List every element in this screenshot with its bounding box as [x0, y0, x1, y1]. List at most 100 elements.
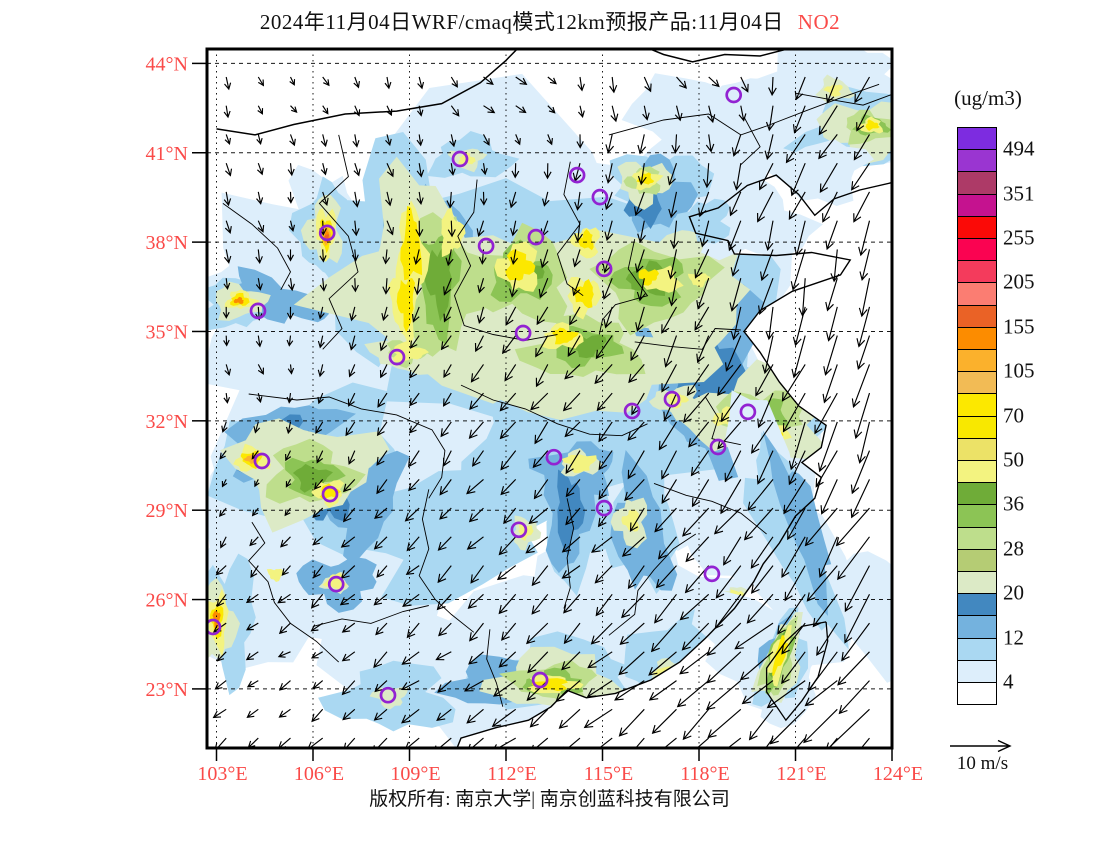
concentration-contour: [751, 139, 874, 206]
wind-arrow-icon: [713, 507, 742, 535]
wind-arrow-icon: [466, 478, 484, 495]
legend-color-box: [957, 548, 997, 572]
wind-arrow-icon: [379, 364, 388, 379]
concentration-contour: [621, 73, 787, 185]
wind-arrow-icon: [313, 479, 324, 490]
wind-arrow-icon: [216, 593, 227, 608]
wind-arrow-icon: [826, 306, 838, 342]
wind-arrow-icon: [322, 76, 330, 87]
wind-arrow-icon: [730, 249, 742, 277]
wind-arrow-icon: [408, 479, 420, 492]
wind-arrow-icon: [413, 249, 422, 265]
wind-arrow-icon: [766, 680, 806, 709]
legend-color-box: [957, 460, 997, 484]
wind-arrow-icon: [743, 507, 774, 541]
wind-arrow-icon: [317, 306, 325, 320]
wind-arrow-icon: [225, 163, 233, 177]
wind-arrow-icon: [760, 249, 774, 282]
wind-arrow-icon: [758, 162, 774, 191]
wind-arrow-icon: [505, 306, 517, 326]
wind-arrow-icon: [756, 450, 774, 485]
province-border: [795, 92, 892, 106]
wind-arrow-icon: [287, 364, 295, 375]
wind-arrow-icon: [781, 536, 806, 579]
legend-color-box: [957, 504, 997, 528]
wind-arrow-icon: [215, 565, 227, 576]
wind-arrow-icon: [676, 680, 710, 708]
wind-arrow-icon: [315, 421, 324, 435]
wind-arrow-icon: [411, 306, 420, 323]
wind-arrow-icon: [602, 277, 613, 300]
wind-arrow-icon: [468, 651, 484, 665]
wind-arrow-icon: [353, 163, 361, 177]
wind-arrow-icon: [340, 536, 356, 548]
wind-arrow-icon: [788, 421, 806, 471]
wind-arrow-icon: [313, 565, 324, 579]
wind-arrow-icon: [499, 421, 517, 440]
wind-arrow-icon: [543, 163, 552, 180]
wind-arrow-icon: [830, 249, 840, 283]
city-marker: [739, 403, 757, 421]
wind-arrow-icon: [565, 507, 581, 526]
wind-arrow-icon: [643, 76, 652, 93]
wind-arrow-icon: [604, 191, 613, 211]
wind-arrow-icon: [339, 593, 356, 606]
wind-arrow-icon: [443, 306, 452, 323]
wind-arrow-icon: [619, 622, 645, 645]
wind-arrow-icon: [562, 737, 581, 748]
lon-axis-label: 115°E: [584, 763, 633, 785]
wind-arrow-icon: [386, 105, 393, 117]
wind-arrow-icon: [602, 249, 613, 274]
wind-arrow-icon: [310, 593, 324, 609]
wind-arrow-icon: [614, 680, 645, 701]
wind-arrow-icon: [436, 708, 452, 722]
wind-arrow-icon: [781, 364, 806, 402]
wind-arrow-icon: [642, 105, 650, 121]
wind-arrow-icon: [386, 162, 394, 178]
wind-arrow-icon: [746, 593, 774, 624]
legend-tick-label: 494: [1003, 136, 1035, 161]
legend-tick-label: 205: [1003, 269, 1035, 294]
wind-arrow-icon: [467, 593, 484, 610]
wind-arrow-icon: [440, 421, 452, 438]
wind-arrow-icon: [851, 162, 870, 191]
wind-arrow-icon: [762, 335, 774, 375]
wind-arrow-icon: [347, 450, 356, 465]
legend-tick-label: 70: [1003, 403, 1024, 428]
geography-borders: [216, 49, 892, 748]
city-marker: [318, 224, 336, 242]
wind-arrow-icon: [561, 651, 581, 671]
wind-arrow-icon: [661, 450, 678, 480]
legend-color-box: [957, 637, 997, 661]
wind-arrow-icon: [757, 191, 774, 223]
lon-axis-label: 121°E: [776, 763, 826, 785]
country-border: [216, 49, 519, 136]
wind-arrow-icon: [803, 708, 838, 744]
wind-arrow-icon: [437, 536, 452, 551]
wind-arrow-icon: [634, 191, 645, 217]
legend-color-box: [957, 238, 997, 262]
lat-axis-label: 38°N: [146, 232, 188, 254]
wind-arrow-icon: [255, 278, 263, 291]
wind-arrow-icon: [376, 565, 388, 578]
wind-arrow-icon: [807, 651, 838, 692]
wind-arrow-icon: [404, 507, 420, 522]
wind-arrow-icon: [498, 536, 517, 556]
wind-arrow-icon: [681, 622, 710, 651]
wind-arrow-icon: [667, 249, 678, 280]
wind-arrow-icon: [341, 680, 356, 696]
wind-arrow-icon: [764, 134, 774, 161]
wind-arrow-icon: [564, 363, 581, 380]
wind-arrow-icon: [352, 134, 360, 148]
concentration-contour: [396, 278, 415, 333]
wind-arrow-icon: [563, 593, 581, 614]
wind-arrow-icon: [438, 622, 452, 637]
wind-arrow-icon: [853, 191, 871, 223]
wind-arrow-icon: [385, 191, 393, 207]
wind-arrow-icon: [565, 450, 581, 475]
coastline: [456, 174, 892, 748]
wind-arrow-icon: [542, 191, 550, 207]
wind-arrow-icon: [223, 105, 231, 119]
wind-arrow-icon: [707, 708, 742, 739]
wind-arrow-icon: [468, 421, 484, 440]
